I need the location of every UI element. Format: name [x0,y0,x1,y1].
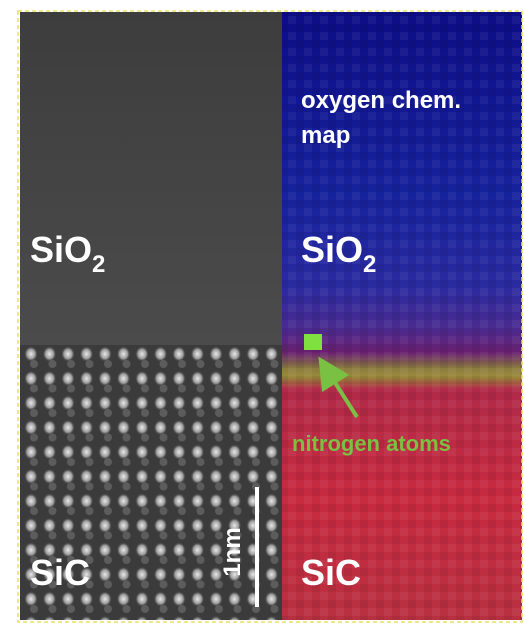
scale-label: 1nm [219,527,246,576]
label-base: SiO [30,229,92,270]
figure: 1nm SiO2 SiC oxygen chem. map SiO2 SiC n… [0,0,524,624]
label-subscript: 2 [92,251,105,278]
substrate-label: SiC [30,552,90,593]
map-title: map [301,122,350,149]
substrate-label: SiC [301,552,361,593]
annotation: nitrogen atoms [292,431,451,456]
map-title: oxygen chem. [301,87,461,114]
label-subscript: 2 [363,251,376,278]
label-base: SiO [301,229,363,270]
nitrogen-spot [304,334,322,350]
